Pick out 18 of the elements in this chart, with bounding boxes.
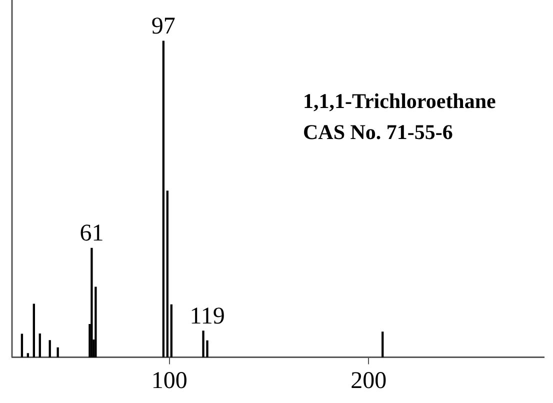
- annotation: 61: [80, 220, 104, 246]
- bar: [38, 333, 41, 358]
- bar: [202, 330, 204, 358]
- bar: [90, 248, 93, 358]
- bar: [170, 304, 172, 358]
- bar: [56, 347, 59, 358]
- x-tick-label: 200: [350, 368, 387, 394]
- annotation: 97: [151, 13, 176, 40]
- x-tick-label: 100: [151, 368, 188, 394]
- bar: [48, 340, 51, 358]
- bar: [166, 190, 168, 358]
- annotation: 119: [190, 303, 225, 330]
- annotation: CAS No. 71-55-6: [303, 120, 453, 144]
- bar: [32, 304, 35, 358]
- annotation: 1,1,1-Trichloroethane: [303, 89, 496, 113]
- bar: [162, 40, 165, 358]
- bar: [382, 332, 384, 358]
- bar: [20, 334, 24, 358]
